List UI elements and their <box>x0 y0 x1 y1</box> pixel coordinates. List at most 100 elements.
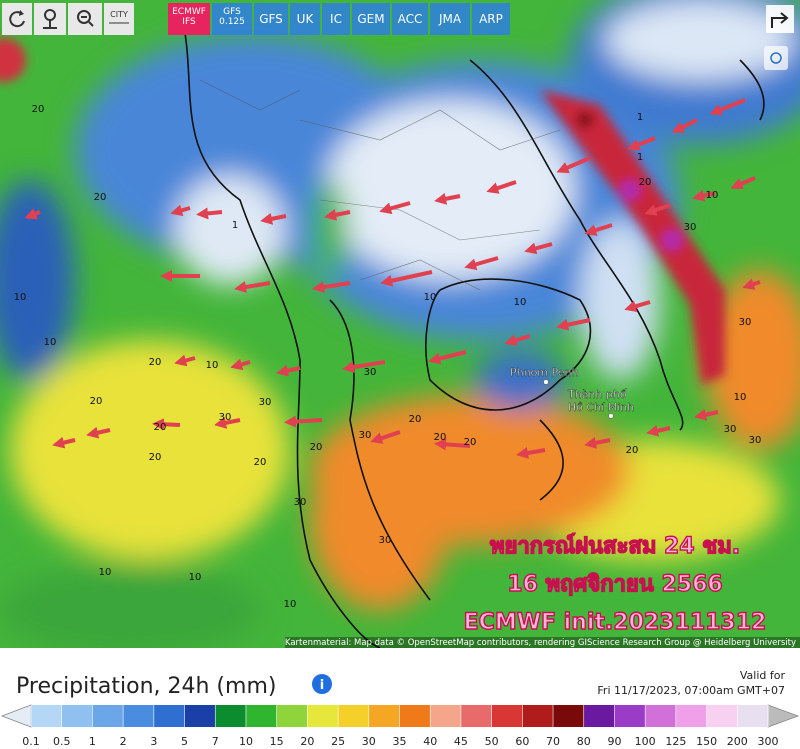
wind-arrow <box>170 204 191 217</box>
city-dot <box>608 413 614 419</box>
wind-arrow <box>312 281 351 294</box>
city-button[interactable] <box>104 3 134 35</box>
attribution: Kartenmaterial: Map data © OpenStreetMap… <box>285 638 796 648</box>
wind-arrow <box>230 358 251 371</box>
contour-label: 30 <box>359 430 372 441</box>
legend-swatch <box>153 705 186 727</box>
legend-tick-label: 80 <box>577 735 591 748</box>
legend-swatch <box>245 705 278 727</box>
wind-arrow <box>379 201 411 215</box>
model-button[interactable] <box>254 3 288 35</box>
legend-swatch <box>583 705 615 727</box>
place-label: Phnom Penh <box>510 366 578 379</box>
wind-arrow <box>584 436 611 449</box>
wind-arrow <box>486 180 517 194</box>
wind-arrow <box>428 350 467 365</box>
contour-label: 30 <box>379 535 392 546</box>
wind-arrow <box>324 208 351 221</box>
wind-arrow <box>730 176 756 190</box>
wind-arrow <box>624 300 651 313</box>
contour-label: 20 <box>94 192 107 203</box>
model-button[interactable] <box>168 3 210 35</box>
legend-tick-label: 0.1 <box>22 735 40 748</box>
wind-arrow <box>196 207 223 220</box>
wind-arrow <box>174 354 196 367</box>
legend-tick-label: 45 <box>454 735 468 748</box>
legend-tick-label: 0.5 <box>53 735 71 748</box>
contour-label: 10 <box>706 190 719 201</box>
footer: Precipitation, 24h (mm) i Valid for Fri … <box>0 648 800 749</box>
model-label: GEM <box>357 12 384 26</box>
wind-arrow <box>370 430 401 444</box>
wind-arrow <box>284 415 323 428</box>
contour-label: 20 <box>154 422 167 433</box>
wind-arrow <box>276 364 301 377</box>
expand-button[interactable] <box>764 46 788 70</box>
model-button[interactable] <box>472 3 510 35</box>
place-label: Hồ Chí Minh <box>568 401 634 414</box>
wind-arrow <box>516 447 546 459</box>
valid-label: Valid for <box>740 669 786 682</box>
zoom-button[interactable] <box>68 3 102 35</box>
contour-label: 10 <box>284 599 297 610</box>
legend-swatch <box>737 705 769 727</box>
legend-swatch <box>276 705 308 727</box>
footer-title: Precipitation, 24h (mm) <box>16 674 276 699</box>
model-button[interactable] <box>212 3 252 35</box>
legend-tick-label: 1 <box>89 735 96 748</box>
contour-label: 1 <box>637 152 643 163</box>
contour-label: 20 <box>149 357 162 368</box>
forecast-caption: พยากรณ์ฝนสะสม 24 ชม. 16 พฤศจิกายน 2566 ECM… <box>463 532 767 635</box>
wind-arrow <box>434 192 461 205</box>
model-label: UK <box>297 12 315 26</box>
wind-arrow <box>260 212 287 225</box>
svg-text:i: i <box>320 678 324 693</box>
contour-label: 10 <box>206 360 219 371</box>
contour-label: 30 <box>684 222 697 233</box>
legend-swatch <box>614 705 646 727</box>
legend-swatch <box>215 705 247 727</box>
wind-arrow <box>556 318 591 331</box>
contour-label: 30 <box>739 317 752 328</box>
wind-arrow <box>152 418 181 431</box>
legend-tick-label: 40 <box>423 735 437 748</box>
legend-tick-label: 200 <box>727 735 748 748</box>
model-button[interactable] <box>392 3 428 35</box>
legend-swatch <box>675 705 708 727</box>
model-button[interactable] <box>290 3 320 35</box>
model-button[interactable] <box>430 3 470 35</box>
model-label: GFS <box>223 7 241 17</box>
contour-label: 10 <box>14 292 27 303</box>
caption-line: 16 พฤศจิกายน 2566 <box>507 572 722 597</box>
legend-tick-label: 50 <box>485 735 499 748</box>
contour-label: 20 <box>310 442 323 453</box>
model-label: ACC <box>398 12 423 26</box>
wind-arrow <box>627 136 656 151</box>
reload-button[interactable] <box>2 3 32 35</box>
wind-arrow <box>434 438 471 451</box>
model-button[interactable] <box>352 3 390 35</box>
contour-label: 30 <box>364 367 377 378</box>
legend-swatch <box>338 705 370 727</box>
contour-label: 20 <box>409 414 422 425</box>
legend-tick-label: 100 <box>635 735 656 748</box>
model-button[interactable] <box>322 3 350 35</box>
legend-tick-label: 90 <box>607 735 621 748</box>
legend-tick-label: 30 <box>362 735 376 748</box>
info-button[interactable] <box>312 674 332 694</box>
caption-line: ECMWF init.2023111312 <box>464 610 767 635</box>
contour-label: 30 <box>724 424 737 435</box>
province-lines <box>199 79 561 291</box>
legend-swatch <box>522 705 554 727</box>
wind-arrow <box>524 242 553 255</box>
contour-label: 10 <box>734 392 747 403</box>
legend-swatch <box>31 705 63 727</box>
legend-swatch <box>460 705 493 727</box>
model-label: IC <box>330 12 342 26</box>
wind-arrow <box>644 203 671 216</box>
legend-swatch <box>491 705 523 727</box>
wind-arrow <box>671 118 698 133</box>
